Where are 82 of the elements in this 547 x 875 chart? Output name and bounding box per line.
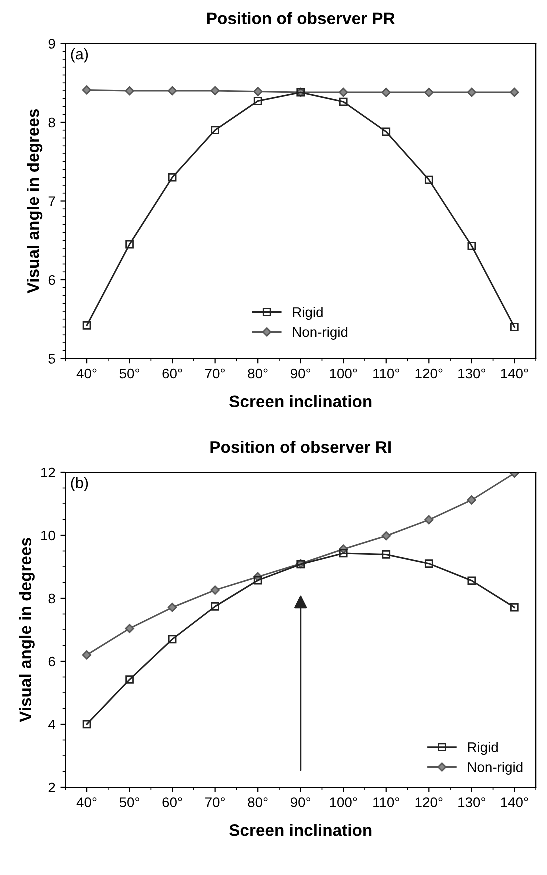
x-tick-label: 60°	[162, 798, 182, 808]
x-tick-label: 130°	[458, 798, 486, 808]
point	[510, 603, 519, 612]
x-tick-label: 140°	[501, 798, 528, 808]
point	[382, 550, 391, 559]
x-tick-label: 100°	[330, 368, 358, 379]
point	[168, 603, 178, 612]
x-tick-label: 110°	[374, 798, 400, 808]
point	[82, 322, 92, 330]
point	[510, 323, 519, 332]
y-tick-label: 6	[48, 656, 56, 667]
annotation: (b)	[71, 477, 88, 492]
x-tick-label: 110°	[374, 368, 400, 379]
point	[210, 586, 220, 595]
x-tick-label: 50°	[120, 368, 140, 379]
x-axis-title: Screen inclination	[230, 395, 372, 408]
legend-label: Non-rigid	[468, 762, 523, 775]
y-tick-label: 5	[48, 354, 56, 364]
x-tick-label: 100°	[330, 798, 358, 808]
y-axis-title: Visual angle in degrees	[19, 538, 35, 722]
legend-label: Rigid	[468, 742, 498, 756]
y-tick-label: 12	[42, 468, 56, 478]
x-tick-label: 90°	[291, 798, 311, 808]
legend-label: Rigid	[293, 307, 323, 320]
point	[254, 576, 262, 585]
point	[424, 176, 434, 184]
x-tick-label: 60°	[162, 368, 182, 379]
point	[211, 602, 220, 611]
point	[82, 86, 92, 95]
point	[424, 88, 434, 98]
point	[168, 86, 178, 96]
point	[467, 88, 477, 98]
y-tick-label: 7	[48, 196, 56, 206]
x-tick-label: 90°	[291, 368, 311, 379]
x-tick-label: 120°	[416, 368, 443, 379]
x-tick-label: 40°	[76, 368, 97, 379]
y-tick-label: 8	[48, 594, 56, 604]
point	[382, 128, 391, 136]
point	[424, 515, 434, 525]
point	[126, 240, 134, 249]
point	[125, 624, 134, 634]
y-tick-label: 2	[48, 782, 56, 793]
point	[210, 86, 220, 96]
point	[339, 549, 348, 558]
x-tick-label: 80°	[248, 798, 268, 808]
legend-label: Non-rigid	[293, 327, 348, 340]
y-tick-label: 10	[42, 530, 56, 541]
point	[82, 720, 92, 729]
point	[168, 635, 177, 644]
point	[211, 126, 220, 135]
x-tick-label: 70°	[206, 368, 225, 379]
point	[382, 88, 392, 98]
chart-title: Position of observer RI	[210, 440, 391, 454]
point	[254, 97, 262, 106]
point	[468, 242, 476, 250]
point	[382, 532, 392, 541]
point	[467, 496, 477, 505]
point	[168, 173, 177, 182]
y-tick-label: 9	[48, 39, 56, 49]
x-tick-label: 40°	[76, 798, 97, 808]
x-tick-label: 140°	[501, 368, 528, 379]
point	[126, 676, 134, 684]
point	[338, 88, 348, 98]
chart-title: Position of observer PR	[208, 12, 395, 24]
point	[468, 576, 476, 586]
y-tick-label: 6	[48, 275, 56, 286]
x-tick-label: 50°	[120, 798, 140, 808]
y-tick-label: 4	[48, 720, 56, 730]
y-tick-label: 8	[48, 118, 56, 128]
x-tick-label: 70°	[206, 798, 225, 808]
point	[510, 88, 520, 98]
x-tick-label: 120°	[416, 798, 443, 808]
point	[125, 86, 134, 96]
point	[253, 87, 263, 96]
x-tick-label: 80°	[248, 368, 268, 379]
annotation: (a)	[71, 48, 88, 63]
point	[82, 650, 92, 660]
y-axis-title: Visual angle in degrees	[27, 109, 43, 294]
point	[339, 98, 348, 106]
x-axis-title: Screen inclination	[230, 824, 372, 836]
x-tick-label: 130°	[458, 368, 486, 379]
point	[424, 560, 434, 568]
